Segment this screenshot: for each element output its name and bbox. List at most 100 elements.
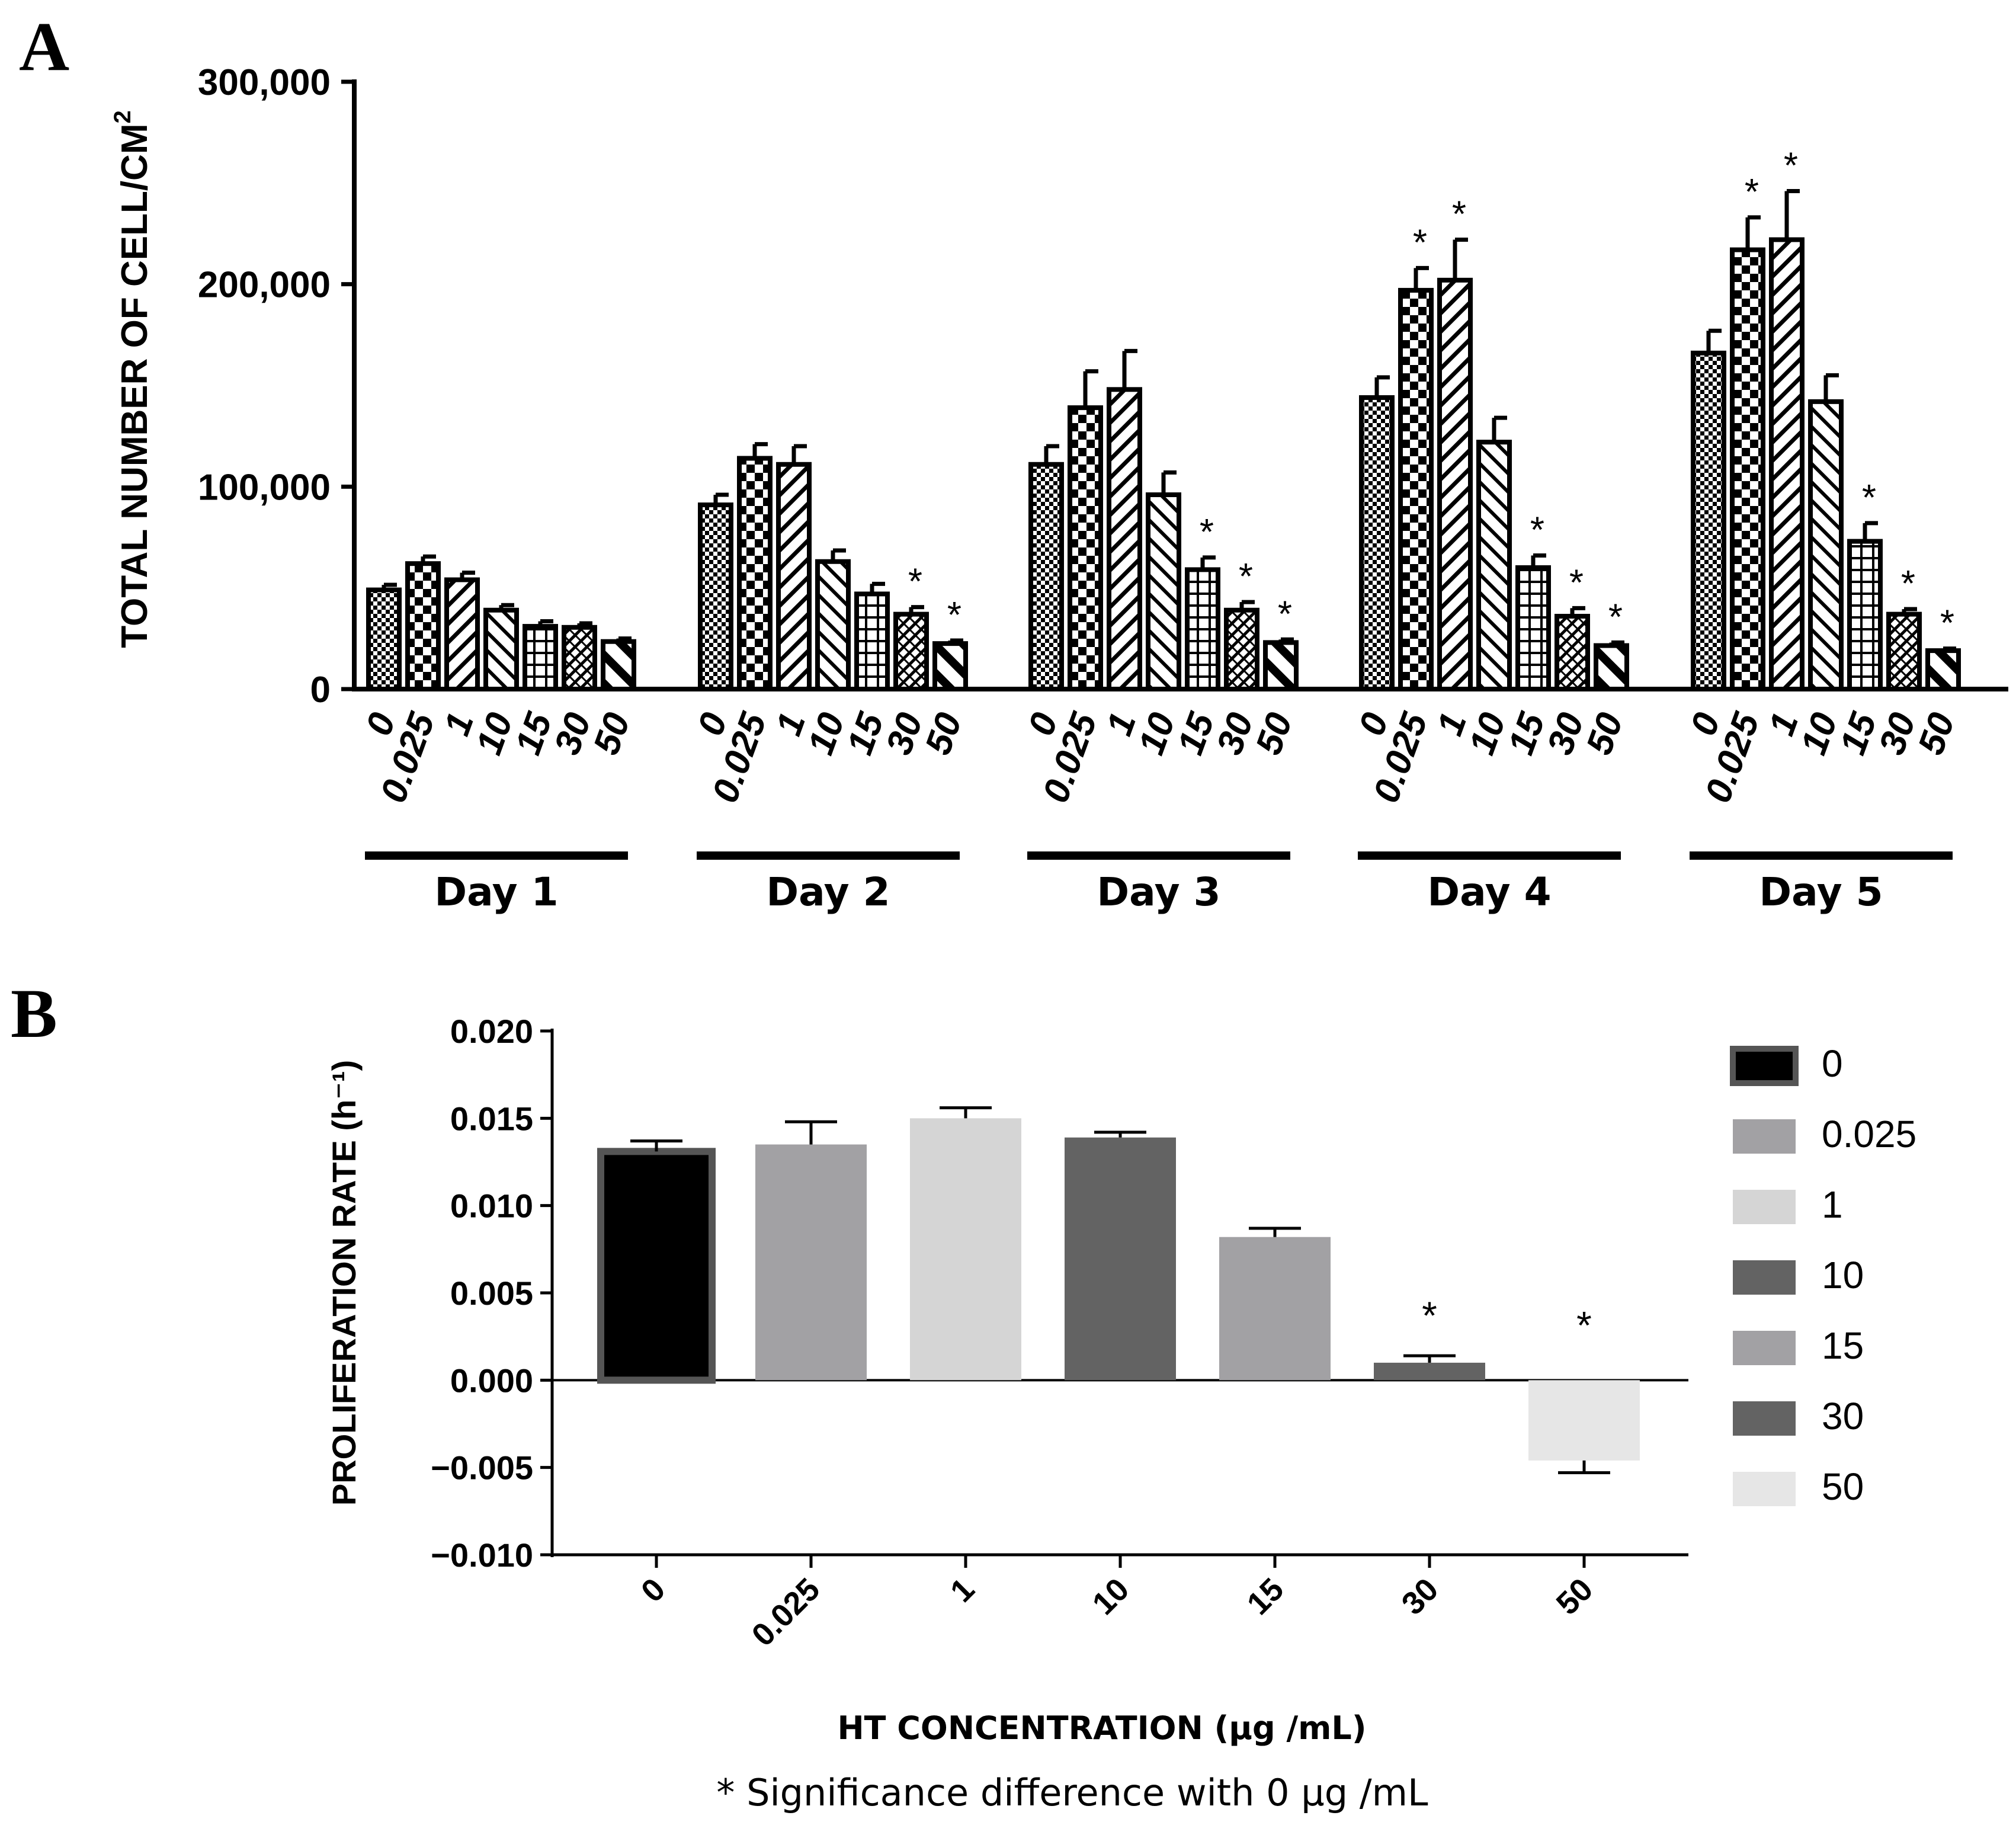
panel-a-significance-mark: * [947,595,961,636]
panel-b-bar [755,1144,867,1381]
panel-a-bar [737,456,773,691]
panel-b-y-tick-label: 0.015 [450,1100,533,1137]
panel-a-bar [776,462,812,691]
panel-a-group-label: Day 4 [1427,869,1551,915]
panel-b-bar [1374,1362,1485,1381]
panel-a-significance-mark: * [1530,510,1544,551]
panel-b-legend-swatch [1733,1119,1796,1154]
panel-a-significance-mark: * [1239,556,1253,597]
panel-a-y-tick-label: 0 [310,670,331,710]
panel-a-significance-mark: * [1901,563,1915,604]
panel-a-bar [1107,387,1142,691]
panel-b-legend-label: 30 [1822,1395,1864,1437]
panel-b-y-tick-label: 0.005 [450,1275,533,1312]
panel-b-significance-mark: * [1422,1293,1437,1337]
panel-a-significance-mark: * [908,562,922,603]
panel-b-bar [1528,1380,1640,1461]
panel-a-group-label: Day 5 [1759,869,1883,915]
panel-a-significance-mark: * [1278,594,1292,635]
panel-b-y-axis-label: PROLIFERATION RATE (h⁻¹) [325,1060,363,1506]
panel-b-legend-swatch [1730,1046,1799,1086]
panel-b-x-tick-label: 0 [634,1571,672,1609]
panel-b-legend-label: 0.025 [1822,1113,1916,1155]
panel-b-axes: −0.010 −0.005 0.000 0.005 0.010 0.015 0.020 [431,1013,1688,1574]
panel-a-bar [854,591,890,692]
panel-a-bar [698,502,733,691]
panel-a-bar [932,641,968,691]
panel-b-legend: 0 0.025 1 10 15 30 50 [1730,1042,1916,1508]
panel-b-legend-label: 50 [1822,1465,1864,1508]
panel-a-y-axis-label: TOTAL NUMBER OF CELL/CM2 [110,110,155,648]
panel-b-legend-swatch [1733,1190,1796,1224]
panel-b-legend-label: 1 [1822,1183,1843,1226]
panel-a-x-tick-label: 50 [918,707,970,760]
panel-a-bar [1730,247,1765,692]
panel-b-y-tick-label: 0.000 [450,1362,533,1399]
panel-b-legend-swatch [1733,1260,1796,1295]
panel-a-x-tick-label: 50 [1579,707,1631,760]
panel-a-bar [1476,440,1512,692]
panel-a-bar [815,559,851,691]
panel-a-significance-mark: * [1608,597,1623,638]
panel-b-bar [1219,1237,1331,1381]
panel-a-bar [1028,462,1064,691]
panel-b-legend-swatch [1733,1472,1796,1506]
panel-a-bar [1437,277,1473,692]
panel-a-x-tick-label: 50 [586,707,638,760]
panel-b-x-axis-label: HT CONCENTRATION (µg /mL) [837,1709,1366,1747]
panel-a-significance-mark: * [1569,562,1584,603]
panel-b-y-tick-label: 0.010 [450,1187,533,1225]
panel-a-bar [1847,539,1883,691]
panel-a-bar [1769,237,1805,691]
panel-a-chart: TOTAL NUMBER OF CELL/CM2 0 100,000 200,000… [110,62,2008,915]
panel-a-y-tick-label: 200,000 [198,265,331,306]
panel-a-bar [1398,287,1434,691]
panel-a-bar [366,587,402,691]
panel-a-bars: * * * * * * * * * * * * * * * [366,146,1961,692]
panel-a-bar [1224,607,1259,691]
panel-a-bar [1886,611,1922,692]
panel-b-bar [1065,1137,1176,1381]
panel-a-significance-mark: * [1940,603,1954,644]
panel-a-day-groups: Day 1 Day 2 Day 3 Day 4 Day 5 [365,851,1953,915]
panel-a-y-tick-label: 100,000 [198,467,331,508]
panel-a-bar [1691,350,1726,691]
panel-a-bar [1555,614,1590,691]
panel-b-legend-label: 15 [1822,1324,1864,1367]
panel-a-significance-mark: * [1784,146,1798,187]
panel-a-y-tick-label: 300,000 [198,62,331,103]
panel-b-y-tick-label: −0.005 [431,1449,533,1487]
panel-a-bar [1925,648,1961,692]
panel-b-bar [910,1118,1021,1381]
panel-a-group-label: Day 3 [1097,869,1220,915]
panel-a-significance-mark: * [1745,172,1759,213]
panel-a-bar [1808,399,1844,691]
panel-a-significance-mark: * [1200,512,1214,553]
panel-a-group-label: Day 2 [766,869,890,915]
panel-a-group-label: Day 1 [434,869,558,915]
panel-a-y-axis-label-superscript: 2 [110,110,136,123]
panel-b-legend-swatch [1733,1331,1796,1365]
panel-a-bar [893,611,929,692]
panel-b-x-tick-labels: 0 0.025 1 10 15 30 50 [634,1571,1600,1653]
footnote: * Significance difference with 0 µg /mL [716,1771,1428,1814]
panel-b-x-tick-label: 0.025 [745,1571,827,1653]
panel-a-bar [1263,640,1299,691]
panel-letter-a: A [19,8,69,85]
panel-b-legend-label: 0 [1822,1042,1843,1085]
panel-a-bar [523,624,558,692]
panel-b-bars: * * [597,1106,1640,1475]
panel-b-x-tick-label: 1 [944,1571,982,1609]
panel-a-significance-mark: * [1862,478,1876,518]
panel-a-bar [405,561,441,692]
panel-a-bar [483,607,519,691]
panel-a-bar [444,577,480,691]
panel-b-x-tick-label: 50 [1550,1571,1600,1622]
panel-a-significance-mark: * [1413,222,1427,263]
panel-a-bar [601,639,636,692]
panel-a-x-tick-label: 50 [1248,707,1300,760]
panel-a-bar [1185,567,1220,692]
panel-a-bar [1359,395,1395,691]
